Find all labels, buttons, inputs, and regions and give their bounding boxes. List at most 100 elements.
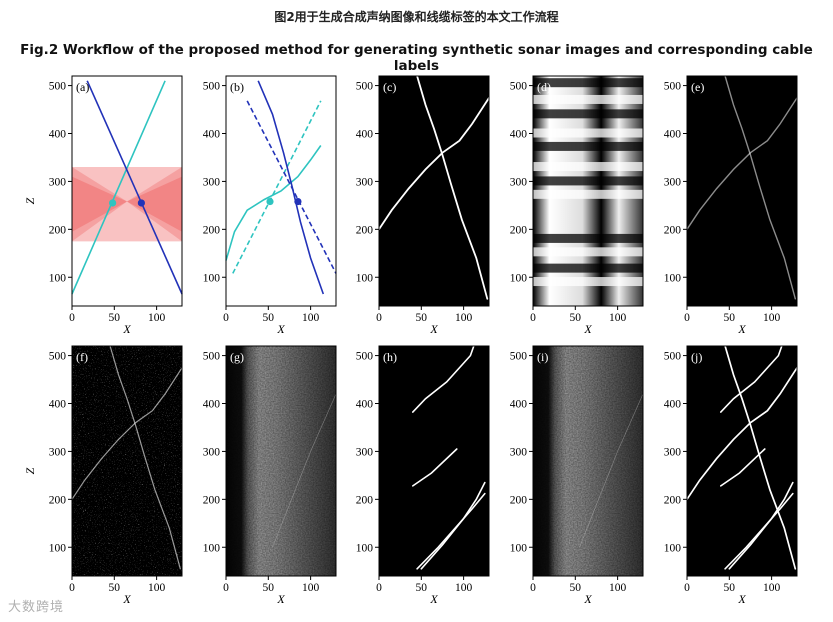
z-tick-label: 400 [510,399,528,411]
panel-label: (f) [76,350,88,364]
panel-i: (i) 0 50 100 X 100 200 300 400 500 [510,345,644,606]
panel-frame [532,345,644,577]
stripe-band [533,277,643,287]
faint-cable [579,393,644,548]
panel-frame [71,345,183,577]
cable-label-c-0 [686,364,800,501]
x-axis-label: X [276,592,285,606]
z-tick-label: 200 [203,224,221,236]
x-tick-label: 50 [416,582,428,594]
z-tick-label: 100 [203,272,221,284]
z-tick-label: 300 [49,446,67,458]
beam-wedge-right [127,167,182,242]
stripe-band [533,247,643,257]
x-tick-label: 50 [109,312,121,324]
panel-label: (d) [537,80,551,94]
cable-noisy-1 [109,345,181,570]
faint-cable [272,393,337,548]
panel-grain [226,346,336,576]
x-tick-label: 100 [609,312,627,324]
z-tick-label: 500 [510,351,528,363]
x-tick-label: 50 [724,582,736,594]
noise-texture [72,346,182,576]
x-tick-label: 100 [455,582,473,594]
z-tick-label: 500 [510,81,528,93]
panel-background [687,76,797,306]
z-tick-label: 200 [203,494,221,506]
z-tick-label: 300 [203,446,221,458]
z-tick-label: 300 [510,446,528,458]
panel-background [687,346,797,576]
panel-d: (d) 0 50 100 X 100 200 300 400 500 [510,75,644,336]
stripe-band [533,263,643,273]
cable-line-0 [225,145,322,261]
x-tick-label: 0 [376,582,382,594]
z-tick-label: 100 [664,542,682,554]
stripe-band [533,109,643,119]
x-axis-label: X [429,322,438,336]
x-tick-label: 50 [263,582,275,594]
x-tick-label: 0 [530,312,536,324]
z-tick-label: 500 [49,351,67,363]
cable-label-c-1 [724,345,797,570]
x-axis-label: X [583,322,592,336]
z-tick-label: 400 [356,399,374,411]
figure-caption-en: Fig.2 Workflow of the proposed method fo… [20,42,813,74]
panel-frame [71,75,183,307]
z-tick-label: 400 [49,129,67,141]
x-tick-label: 50 [416,312,428,324]
panel-label: (i) [537,350,548,364]
z-tick-label: 200 [49,494,67,506]
x-tick-label: 50 [570,312,582,324]
x-tick-label: 0 [223,582,229,594]
cable-label-3 [420,481,486,570]
z-tick-label: 100 [49,272,67,284]
z-tick-label: 200 [664,494,682,506]
z-tick-label: 100 [356,272,374,284]
z-tick-label: 500 [664,81,682,93]
panel-frame [378,75,490,307]
z-tick-label: 400 [664,129,682,141]
cable-marker-1 [137,199,145,207]
panel-b: (b) 0 50 100 X 100 200 300 400 500 [203,75,337,336]
cable-marker-1 [294,197,302,206]
cable-response-0 [686,94,800,230]
z-tick-label: 300 [664,176,682,188]
z-tick-label: 100 [49,542,67,554]
panel-frame [225,345,337,577]
watermark: 大数跨境 [8,600,65,615]
panel-label: (b) [230,80,244,94]
x-tick-label: 100 [763,312,781,324]
panel-background [379,346,489,576]
z-tick-label: 100 [510,542,528,554]
panel-frame [532,75,644,307]
panel-c: (c) 0 50 100 X 100 200 300 400 500 [356,75,492,336]
stripe-band [533,78,643,88]
beam-wedge-left [72,167,127,242]
x-axis-label: X [276,322,285,336]
z-tick-label: 300 [356,446,374,458]
z-tick-label: 500 [356,81,374,93]
z-tick-label: 300 [49,176,67,188]
x-tick-label: 100 [148,582,166,594]
cable-label-h-3 [728,481,794,570]
z-tick-label: 400 [203,399,221,411]
cable-marker-0 [266,197,274,206]
z-tick-label: 300 [510,176,528,188]
panel-frame [378,345,490,577]
z-tick-label: 300 [356,176,374,188]
x-axis-label: X [122,592,131,606]
z-tick-label: 100 [510,272,528,284]
z-tick-label: 400 [510,129,528,141]
panel-label: (e) [691,80,704,94]
x-tick-label: 100 [763,582,781,594]
x-tick-label: 100 [609,582,627,594]
panel-e: (e) 0 50 100 X 100 200 300 400 500 [664,75,800,336]
x-tick-label: 100 [302,582,320,594]
z-tick-label: 500 [203,351,221,363]
x-tick-label: 0 [376,312,382,324]
z-tick-label: 200 [356,494,374,506]
z-tick-label: 500 [203,81,221,93]
panel-frame [686,345,798,577]
cable-label-0 [412,345,475,413]
